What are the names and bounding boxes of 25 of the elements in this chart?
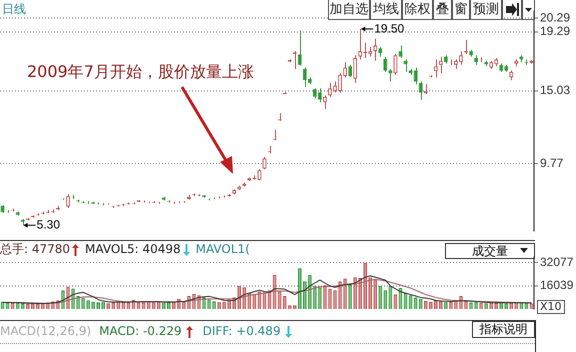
annotation: 成交量: [445, 243, 535, 259]
text: MACD: -0.229: [99, 324, 182, 339]
annotation: 除权: [402, 0, 433, 20]
annotation: 2009年7月开始，股价放量上涨: [27, 62, 254, 83]
y-tick-label: 20.29: [540, 10, 570, 24]
y-tick-label: 9.77: [540, 156, 564, 170]
annotation: 加自选: [328, 0, 370, 20]
text: 指标说明: [472, 321, 535, 338]
annotation: 预测: [470, 0, 502, 20]
annotation: 窗: [452, 0, 470, 20]
chart-title: 日线: [2, 1, 26, 18]
text: MAVOL1(: [196, 242, 250, 257]
text: X10: [537, 300, 565, 314]
y-tick-label: 15.03: [540, 83, 570, 98]
y-tick-label: 19.29: [540, 24, 570, 38]
text: 总手: 47780: [0, 242, 70, 257]
text: MAVOL5: 40498: [85, 242, 181, 257]
annotation: 19.50: [374, 21, 405, 36]
y-tick-label: 32077: [540, 254, 574, 269]
annotation: 5.30: [36, 218, 60, 232]
text: DIFF: +0.489: [202, 324, 281, 339]
annotation: 均线: [370, 0, 402, 20]
annotation: 叠: [433, 0, 452, 20]
y-tick-label: 16039: [540, 278, 574, 292]
text: MACD(12,26,9): [0, 324, 92, 339]
